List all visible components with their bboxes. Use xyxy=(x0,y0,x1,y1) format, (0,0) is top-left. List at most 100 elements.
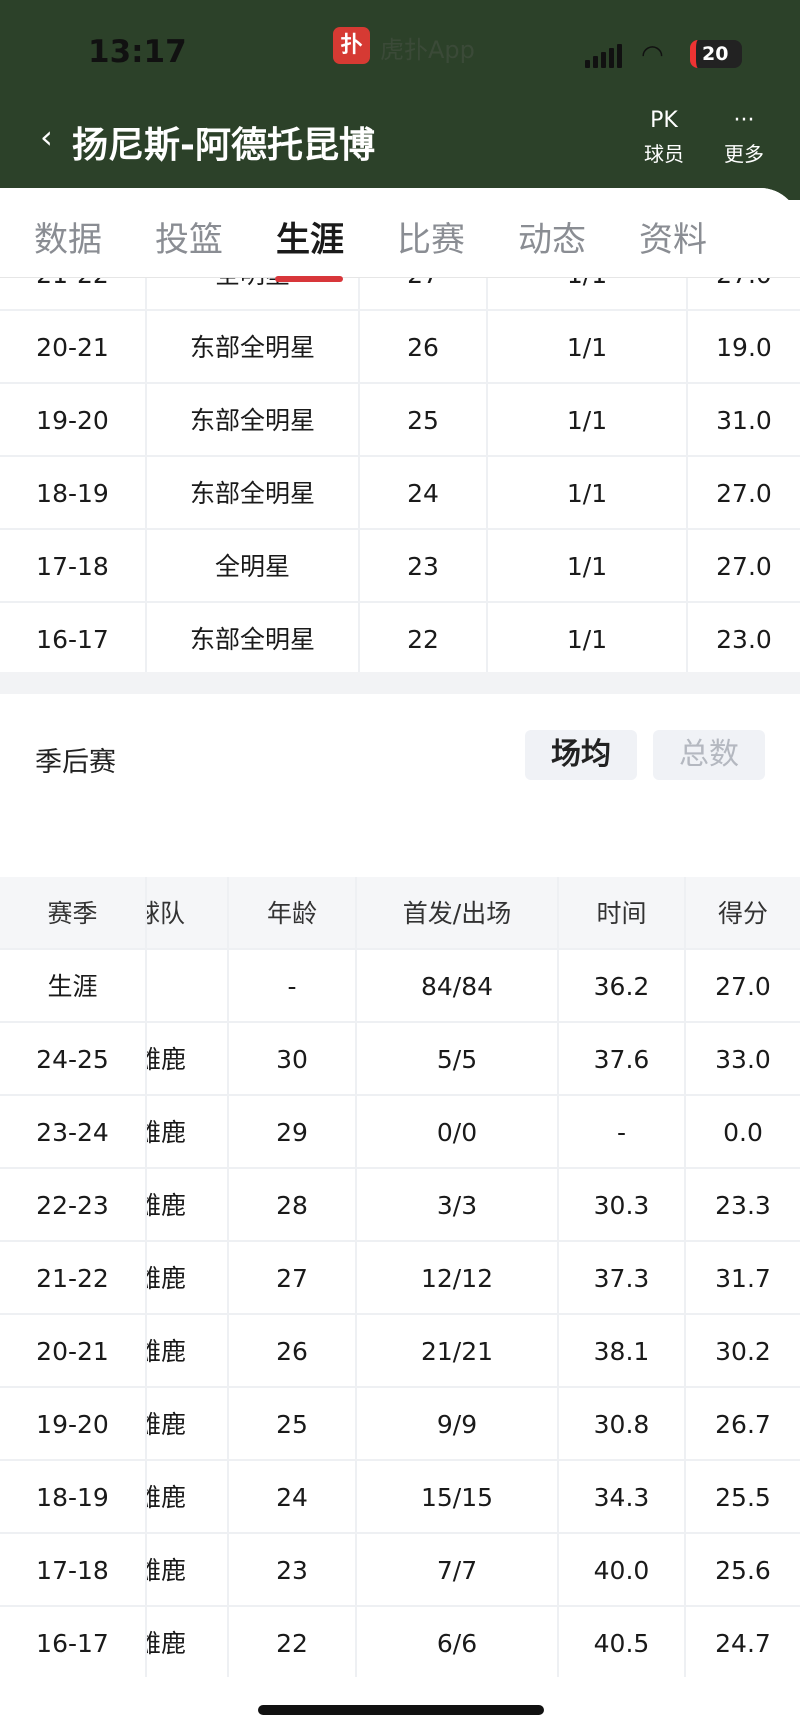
toggle-total[interactable]: 总数 xyxy=(653,730,765,780)
allstar-table: 21-22全明星271/127.020-21东部全明星261/119.019-2… xyxy=(0,278,800,672)
table-cell: 28 xyxy=(227,1169,355,1242)
table-cell: 30.2 xyxy=(684,1315,800,1388)
table-cell: 34.3 xyxy=(557,1461,684,1534)
home-indicator[interactable] xyxy=(258,1705,544,1715)
table-cell: 7/7 xyxy=(355,1534,557,1607)
table-cell: 21-22 xyxy=(0,278,145,311)
table-cell: 27.0 xyxy=(686,457,800,530)
tab-games[interactable]: 比赛 xyxy=(397,220,465,260)
table-row: 20-21 东部全明星 26 1/1 19.0 xyxy=(0,311,800,384)
table-cell: 24-25 xyxy=(36,1045,109,1074)
table-cell: 25.5 xyxy=(684,1461,800,1534)
tab-shooting[interactable]: 投篮 xyxy=(155,220,223,260)
more-icon: ··· xyxy=(733,108,755,133)
table-cell: 年龄 xyxy=(227,877,355,950)
table-row: 19-20 东部全明星 25 1/1 31.0 xyxy=(0,384,800,457)
table-cell: 首发/出场 xyxy=(355,877,557,950)
table-cell: 6/6 xyxy=(355,1607,557,1677)
table-cell: 37.6 xyxy=(557,1023,684,1096)
pk-player-button[interactable]: PK 球员 xyxy=(634,108,694,167)
table-cell: 40.0 xyxy=(557,1534,684,1607)
table-cell: 1/1 xyxy=(486,384,686,457)
table-row: 18-19 东部全明星 24 1/1 27.0 xyxy=(0,457,800,530)
table-cell: 25 xyxy=(227,1388,355,1461)
pk-icon: PK xyxy=(650,108,678,133)
table-cell: 雄鹿 xyxy=(145,1388,227,1461)
table-cell: - xyxy=(557,1096,684,1169)
toggle-average[interactable]: 场均 xyxy=(525,730,637,780)
table-row: 19-20 雄鹿259/930.826.7 xyxy=(0,1388,800,1461)
table-cell: 雄鹿 xyxy=(145,1169,227,1242)
table-cell: 27.0 xyxy=(684,950,800,1023)
table-row: 16-17 雄鹿226/640.524.7 xyxy=(0,1607,800,1677)
content-panel xyxy=(0,188,800,1731)
table-cell: 27 xyxy=(227,1242,355,1315)
table-row: 16-17 东部全明星 22 1/1 23.0 xyxy=(0,603,800,672)
table-cell: 30.3 xyxy=(557,1169,684,1242)
tab-news[interactable]: 动态 xyxy=(518,220,586,260)
table-cell: - xyxy=(145,950,227,1023)
pk-label: 球员 xyxy=(644,142,684,166)
table-cell: 22 xyxy=(358,603,486,672)
table-cell: 36.2 xyxy=(557,950,684,1023)
table-cell: 30 xyxy=(227,1023,355,1096)
back-button[interactable]: ‹ xyxy=(40,118,53,156)
table-cell: 雄鹿 xyxy=(145,1534,227,1607)
table-cell: 雄鹿 xyxy=(145,1461,227,1534)
table-cell: 27 xyxy=(358,278,486,311)
table-cell: 生涯 xyxy=(47,972,98,1001)
tab-data[interactable]: 数据 xyxy=(34,220,102,260)
more-button[interactable]: ··· 更多 xyxy=(714,108,774,167)
table-cell: 33.0 xyxy=(684,1023,800,1096)
app-logo-icon: 扑 xyxy=(333,27,370,64)
tab-profile[interactable]: 资料 xyxy=(639,220,707,260)
table-cell: 20-21 xyxy=(36,1337,109,1366)
table-cell: 3/3 xyxy=(355,1169,557,1242)
table-cell: 1/1 xyxy=(486,530,686,603)
tab-bar: 数据 投篮 生涯 比赛 动态 资料 xyxy=(0,188,800,282)
table-cell: 1/1 xyxy=(486,603,686,672)
signal-icon xyxy=(585,44,622,68)
table-row: 17-18 全明星 23 1/1 27.0 xyxy=(0,530,800,603)
tab-career[interactable]: 生涯 xyxy=(276,220,344,260)
table-cell: 雄鹿 xyxy=(145,1607,227,1677)
table-cell: 40.5 xyxy=(557,1607,684,1677)
table-cell: 27.0 xyxy=(686,530,800,603)
table-cell: 23.3 xyxy=(684,1169,800,1242)
table-cell: - xyxy=(227,950,355,1023)
table-cell: 24 xyxy=(358,457,486,530)
table-cell: 东部全明星 xyxy=(145,311,358,384)
playoffs-table: 赛季球队年龄首发/出场时间得分生涯--84/8436.227.024-25雄鹿3… xyxy=(0,877,800,1677)
table-cell: 26 xyxy=(358,311,486,384)
table-cell: 26 xyxy=(227,1315,355,1388)
table-cell: 雄鹿 xyxy=(145,1096,227,1169)
table-cell: 23 xyxy=(358,530,486,603)
battery-icon: 20 xyxy=(690,40,742,68)
table-cell: 17-18 xyxy=(36,552,109,581)
table-cell: 时间 xyxy=(557,877,684,950)
table-cell: 30.8 xyxy=(557,1388,684,1461)
table-cell: 31.7 xyxy=(684,1242,800,1315)
table-cell: 1/1 xyxy=(486,278,686,311)
table-cell: 得分 xyxy=(684,877,800,950)
table-row: 17-18 雄鹿237/740.025.6 xyxy=(0,1534,800,1607)
table-cell: 1/1 xyxy=(486,457,686,530)
table-cell: 25.6 xyxy=(684,1534,800,1607)
page-title: 扬尼斯-阿德托昆博 xyxy=(72,125,375,166)
more-label: 更多 xyxy=(724,142,764,166)
table-row: 23-24 雄鹿290/0-0.0 xyxy=(0,1096,800,1169)
table-cell: 9/9 xyxy=(355,1388,557,1461)
table-cell: 5/5 xyxy=(355,1023,557,1096)
playoffs-title: 季后赛 xyxy=(35,747,116,778)
table-cell: 16-17 xyxy=(36,1629,109,1658)
table-cell: 雄鹿 xyxy=(145,1242,227,1315)
table-cell: 26.7 xyxy=(684,1388,800,1461)
table-cell: 20-21 xyxy=(36,333,109,362)
active-tab-indicator xyxy=(275,276,343,282)
table-cell: 球队 xyxy=(145,877,227,950)
table-cell: 0.0 xyxy=(684,1096,800,1169)
table-row: 22-23 雄鹿283/330.323.3 xyxy=(0,1169,800,1242)
